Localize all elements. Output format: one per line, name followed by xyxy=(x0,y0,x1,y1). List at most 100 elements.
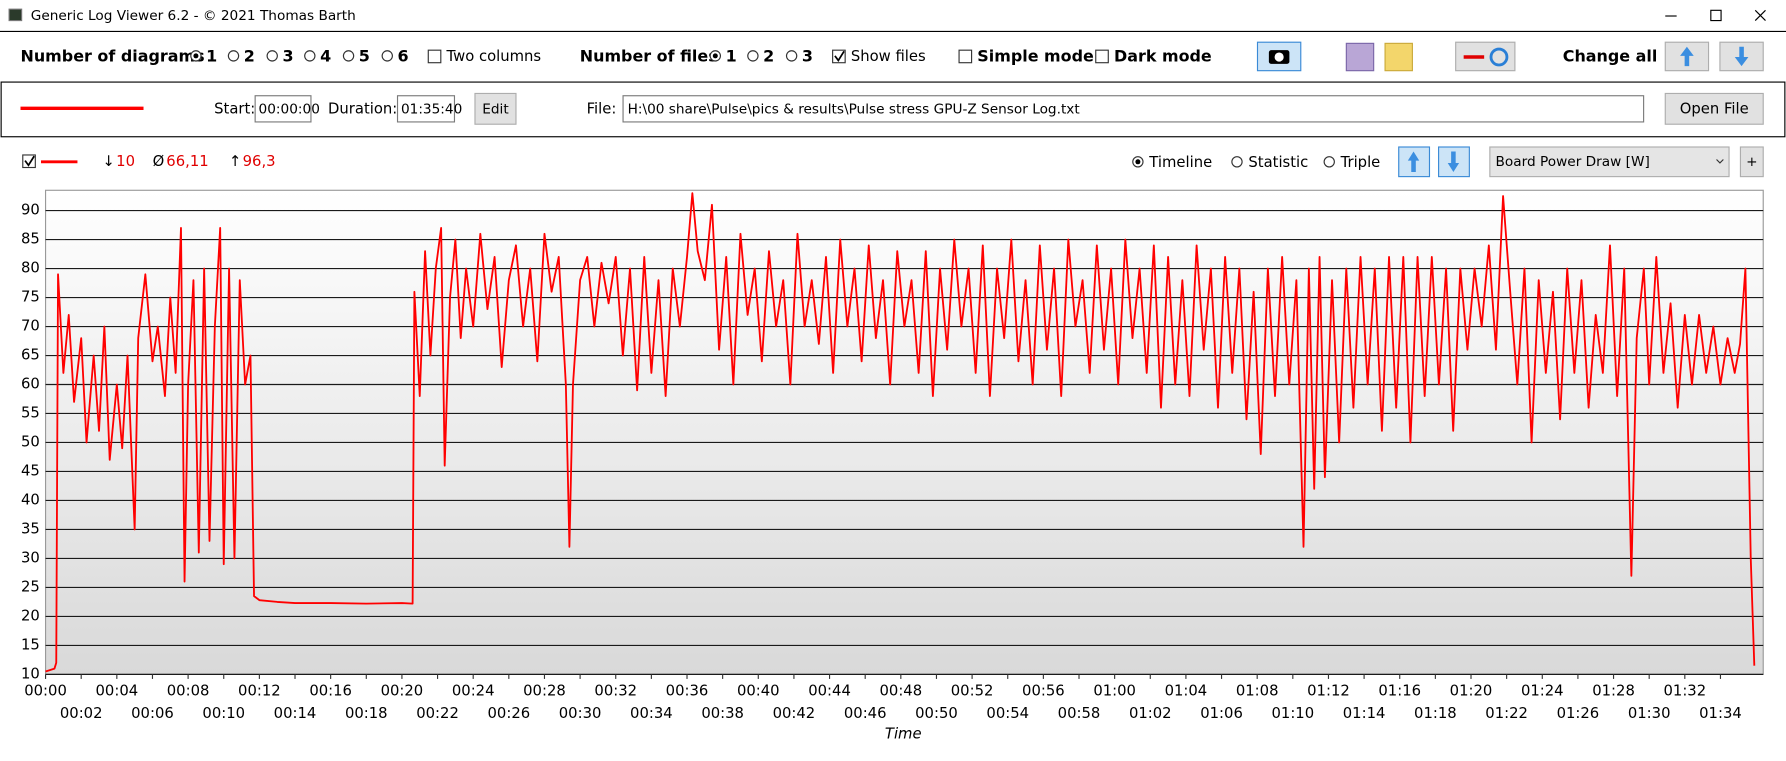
radio[interactable] xyxy=(1323,156,1335,168)
data-line xyxy=(45,192,1756,673)
y-tick-label: 20 xyxy=(21,607,40,624)
x-tick-label: 00:00 xyxy=(24,682,67,699)
x-tick-label: 00:34 xyxy=(630,705,673,722)
file-radios: 1 2 3 xyxy=(709,47,813,66)
diagram-radios: 1 2 3 4 5 6 xyxy=(190,47,409,66)
x-tick-label: 00:18 xyxy=(345,705,388,722)
x-tick-label: 01:00 xyxy=(1093,682,1136,699)
down-arrow xyxy=(1734,46,1749,67)
x-tick-label: 01:32 xyxy=(1663,682,1706,699)
two-columns: Two columns xyxy=(446,48,542,65)
x-tick-label: 00:22 xyxy=(416,705,459,722)
y-tick-label: 55 xyxy=(21,404,40,421)
simple-mode: Simple mode xyxy=(977,47,1094,66)
radio[interactable] xyxy=(266,50,278,62)
duration-input[interactable] xyxy=(396,95,456,123)
plot: 10 15 20 25 30 35 40 45 50 55 60 65 70 75 80 85 90 00:00 0… xyxy=(21,192,1764,722)
x-tick-label: 00:10 xyxy=(202,705,245,722)
x-tick-label: 00:20 xyxy=(381,682,424,699)
down-arrow xyxy=(1447,151,1460,173)
save-button[interactable] xyxy=(1345,42,1375,72)
close[interactable] xyxy=(1754,9,1766,21)
radio[interactable] xyxy=(342,50,355,62)
x-tick-label: 01:30 xyxy=(1628,705,1671,722)
edit-button[interactable] xyxy=(474,92,517,125)
radio-label: 3 xyxy=(282,47,293,66)
dropdown-caret xyxy=(1716,159,1724,164)
x-tick-label: 01:06 xyxy=(1200,705,1243,722)
radio-label: 5 xyxy=(359,47,370,66)
x-tick-label: 00:56 xyxy=(1022,682,1065,699)
y-tick-label: 70 xyxy=(21,318,40,335)
x-tick-label: 00:46 xyxy=(844,705,887,722)
file-path-input[interactable] xyxy=(622,95,1645,123)
camera-lens xyxy=(1274,52,1284,62)
x-tick-label: 00:06 xyxy=(131,705,174,722)
check xyxy=(834,50,845,62)
folder-button[interactable] xyxy=(1384,42,1413,72)
radio-label: 2 xyxy=(763,47,774,66)
x-tick-label: 00:14 xyxy=(274,705,317,722)
up-arrow xyxy=(1407,151,1420,173)
radio-label: 1 xyxy=(726,47,737,66)
x-tick-label: 01:28 xyxy=(1592,682,1635,699)
title-bar xyxy=(0,0,1786,31)
stat-value: 66,11 xyxy=(166,153,208,170)
add-label: + xyxy=(1746,154,1757,170)
y-tick-label: 90 xyxy=(21,202,40,219)
plot-area xyxy=(44,189,1764,675)
radio[interactable] xyxy=(227,50,240,62)
x-tick-label: 01:34 xyxy=(1699,705,1742,722)
radio-label: 2 xyxy=(244,47,255,66)
radio[interactable] xyxy=(747,50,759,62)
radio[interactable] xyxy=(304,50,316,62)
start-input[interactable] xyxy=(254,95,312,123)
x-axis-label: Time xyxy=(885,726,922,743)
duration-value: 01:35:40 xyxy=(401,101,462,117)
x-tick-label: 01:20 xyxy=(1450,682,1493,699)
stats: ↓ 10 Ø 66,11 ↑ 96,3 xyxy=(103,153,276,170)
x-tick-label: 01:10 xyxy=(1271,705,1314,722)
x-tick-label: 00:30 xyxy=(559,705,602,722)
y-tick-label: 10 xyxy=(21,665,40,682)
stat-value: 96,3 xyxy=(243,153,276,170)
up-arrow xyxy=(1680,46,1694,67)
x-tick-label: 00:32 xyxy=(594,682,637,699)
checkbox[interactable] xyxy=(1095,49,1109,64)
y-tick-label: 65 xyxy=(21,347,40,364)
x-tick-label: 01:12 xyxy=(1307,682,1350,699)
show-files: Show files xyxy=(851,48,926,65)
x-tick-label: 00:50 xyxy=(915,705,958,722)
stat-symbol: ↑ xyxy=(229,153,241,170)
channel-dropdown[interactable] xyxy=(1489,146,1730,178)
view-label: Triple xyxy=(1340,154,1381,171)
radio-dot xyxy=(193,53,199,59)
radio-label: 3 xyxy=(802,47,813,66)
open-file-button[interactable] xyxy=(1664,92,1764,125)
x-tick-label: 01:18 xyxy=(1414,705,1457,722)
radio-label: 1 xyxy=(206,47,217,66)
refresh-icon xyxy=(1489,47,1509,67)
x-tick-label: 00:28 xyxy=(523,682,566,699)
y-tick-label: 25 xyxy=(21,578,40,595)
x-tick-label: 01:02 xyxy=(1129,705,1172,722)
x-tick-label: 00:38 xyxy=(701,705,744,722)
x-tick-label: 01:04 xyxy=(1165,682,1208,699)
dark-mode: Dark mode xyxy=(1114,47,1212,66)
checkbox[interactable] xyxy=(958,49,973,64)
x-tick-label: 00:58 xyxy=(1058,705,1101,722)
edit-label: Edit xyxy=(482,101,509,117)
x-tick-label: 01:26 xyxy=(1557,705,1600,722)
stat-symbol: Ø xyxy=(153,153,165,170)
view-label: Timeline xyxy=(1148,154,1212,171)
radio[interactable] xyxy=(1231,156,1243,168)
maximize[interactable] xyxy=(1710,9,1722,22)
radio[interactable] xyxy=(381,50,393,62)
x-tick-label: 00:26 xyxy=(488,705,531,722)
radio[interactable] xyxy=(785,50,798,62)
view-radios: Timeline Statistic Triple xyxy=(1132,154,1381,171)
x-tick-label: 01:22 xyxy=(1485,705,1528,722)
add-button[interactable] xyxy=(1739,146,1764,178)
checkbox[interactable] xyxy=(427,49,442,64)
